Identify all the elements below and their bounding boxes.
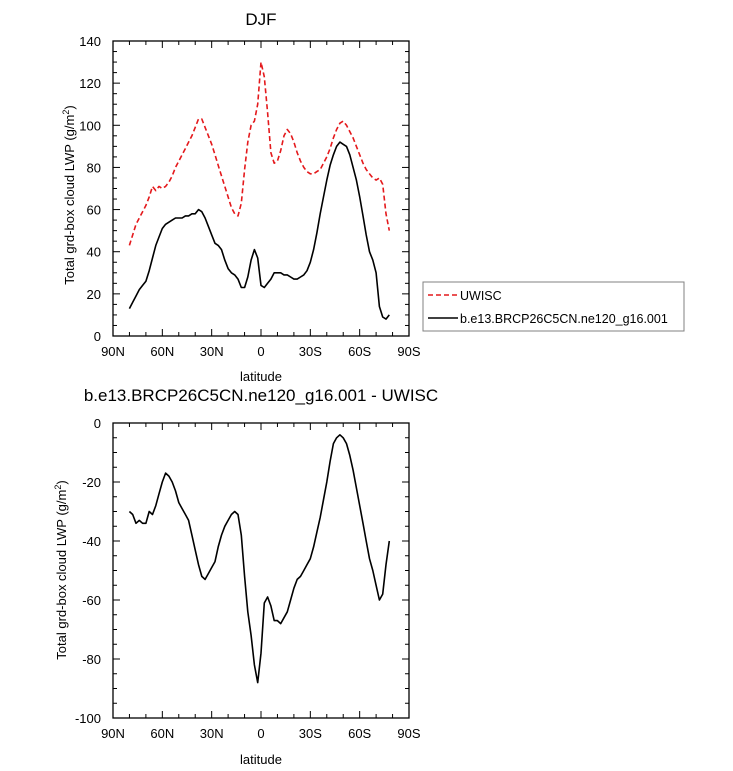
top-y-axis-label-text: Total grd-box cloud LWP (g/m — [62, 115, 77, 285]
legend-label-uwisc: UWISC — [460, 289, 502, 303]
bottom-x-tick-label: 60N — [150, 726, 174, 741]
bottom-y-tick-label: -100 — [75, 711, 101, 726]
top-y-tick-label: 40 — [87, 245, 101, 260]
bottom-chart-title: b.e13.BRCP26C5CN.ne120_g16.001 - UWISC — [84, 386, 438, 405]
top-y-axis-label: Total grd-box cloud LWP (g/m2) — [61, 105, 77, 284]
top-chart-title: DJF — [245, 10, 276, 29]
bottom-x-tick-label: 30S — [299, 726, 322, 741]
bottom-y-tick-label: -40 — [82, 534, 101, 549]
top-y-tick-label: 120 — [79, 76, 101, 91]
top-y-axis-label-close: ) — [62, 105, 77, 109]
top-x-tick-label: 30S — [299, 344, 322, 359]
top-x-tick-label: 60N — [150, 344, 174, 359]
legend-box — [422, 281, 685, 332]
bottom-y-tick-label: -80 — [82, 652, 101, 667]
bottom-y-axis-label-text: Total grd-box cloud LWP (g/m — [54, 490, 69, 660]
bottom-y-axis-label-close: ) — [54, 480, 69, 484]
bottom-y-tick-label: 0 — [94, 416, 101, 431]
top-x-axis-label: latitude — [240, 369, 282, 384]
bottom-y-tick-label: -20 — [82, 475, 101, 490]
bottom-plot-frame — [112, 422, 410, 719]
bottom-x-tick-label: 0 — [257, 726, 264, 741]
top-x-tick-label: 60S — [348, 344, 371, 359]
bottom-x-tick-label: 60S — [348, 726, 371, 741]
top-y-tick-label: 0 — [94, 329, 101, 344]
bottom-y-axis-label: Total grd-box cloud LWP (g/m2) — [53, 480, 69, 659]
top-y-tick-label: 80 — [87, 160, 101, 175]
bottom-panel: b.e13.BRCP26C5CN.ne120_g16.001 - UWISC T… — [53, 386, 438, 767]
top-y-tick-label: 100 — [79, 118, 101, 133]
legend-label-model: b.e13.BRCP26C5CN.ne120_g16.001 — [460, 312, 668, 326]
top-x-tick-label: 30N — [200, 344, 224, 359]
bottom-x-tick-label: 30N — [200, 726, 224, 741]
bottom-plot-area: 90N 60N 30N 0 30S 60S 90S -100 -80 -60 -40 -20 0 — [75, 416, 421, 741]
top-plot-area: 90N 60N 30N 0 30S 60S 90S 0 20 40 60 80 100 120 140 — [79, 34, 421, 359]
top-y-tick-label: 20 — [87, 287, 101, 302]
bottom-y-axis-label-sup: 2 — [53, 485, 63, 490]
top-x-tick-label: 0 — [257, 344, 264, 359]
bottom-x-axis-label: latitude — [240, 752, 282, 767]
bottom-x-tick-label: 90S — [397, 726, 420, 741]
top-x-tick-label: 90S — [397, 344, 420, 359]
legend: UWISC b.e13.BRCP26C5CN.ne120_g16.001 — [422, 281, 685, 332]
bottom-y-tick-label: -60 — [82, 593, 101, 608]
top-y-axis-label-sup: 2 — [61, 110, 71, 115]
top-plot-frame — [112, 40, 410, 337]
top-panel: DJF Total grd-box cloud LWP (g/m2) latit… — [61, 10, 421, 384]
top-series-line-1 — [128, 141, 390, 320]
bottom-series-line-0 — [128, 434, 391, 684]
top-y-tick-label: 60 — [87, 203, 101, 218]
top-x-tick-label: 90N — [101, 344, 125, 359]
top-y-tick-label: 140 — [79, 34, 101, 49]
bottom-x-tick-label: 90N — [101, 726, 125, 741]
top-series-line-0 — [128, 61, 391, 246]
